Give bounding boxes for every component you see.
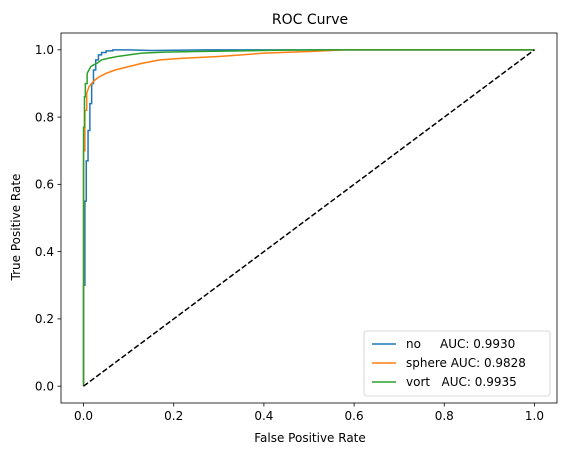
y-tick-label: 0.8 [35,110,54,124]
legend-label: vort AUC: 0.9935 [406,375,517,389]
x-axis-label: False Positive Rate [254,431,366,445]
chart-title: ROC Curve [272,12,348,28]
x-axis-ticks: 0.0 0.2 0.4 0.6 0.8 1.0 [74,403,544,423]
x-tick-label: 0.4 [254,409,273,423]
legend: no AUC: 0.9930 sphere AUC: 0.9828 vort AUC… [363,330,551,397]
legend-label: sphere AUC: 0.9828 [406,356,526,370]
series-line-2 [82,49,535,387]
y-tick-label: 0.0 [35,379,54,393]
plot-area [60,32,558,404]
x-tick-label: 0.6 [345,409,364,423]
series-line-0 [82,49,535,387]
y-tick-label: 1.0 [35,43,54,57]
x-tick-label: 0.2 [164,409,183,423]
y-tick-label: 0.2 [35,312,54,326]
plot-frame [60,32,558,404]
x-tick-label: 1.0 [525,409,544,423]
y-tick-label: 0.6 [35,178,54,192]
legend-box [363,330,551,397]
x-tick-label: 0.8 [435,409,454,423]
x-tick-label: 0.0 [74,409,93,423]
legend-label: no AUC: 0.9930 [406,337,515,351]
series-line-1 [82,49,535,387]
y-tick-label: 0.4 [35,245,54,259]
diagonal-reference-line [83,49,535,387]
y-axis-label: True Positive Rate [9,174,23,282]
y-axis-ticks: 0.0 0.2 0.4 0.6 0.8 1.0 [35,43,61,393]
